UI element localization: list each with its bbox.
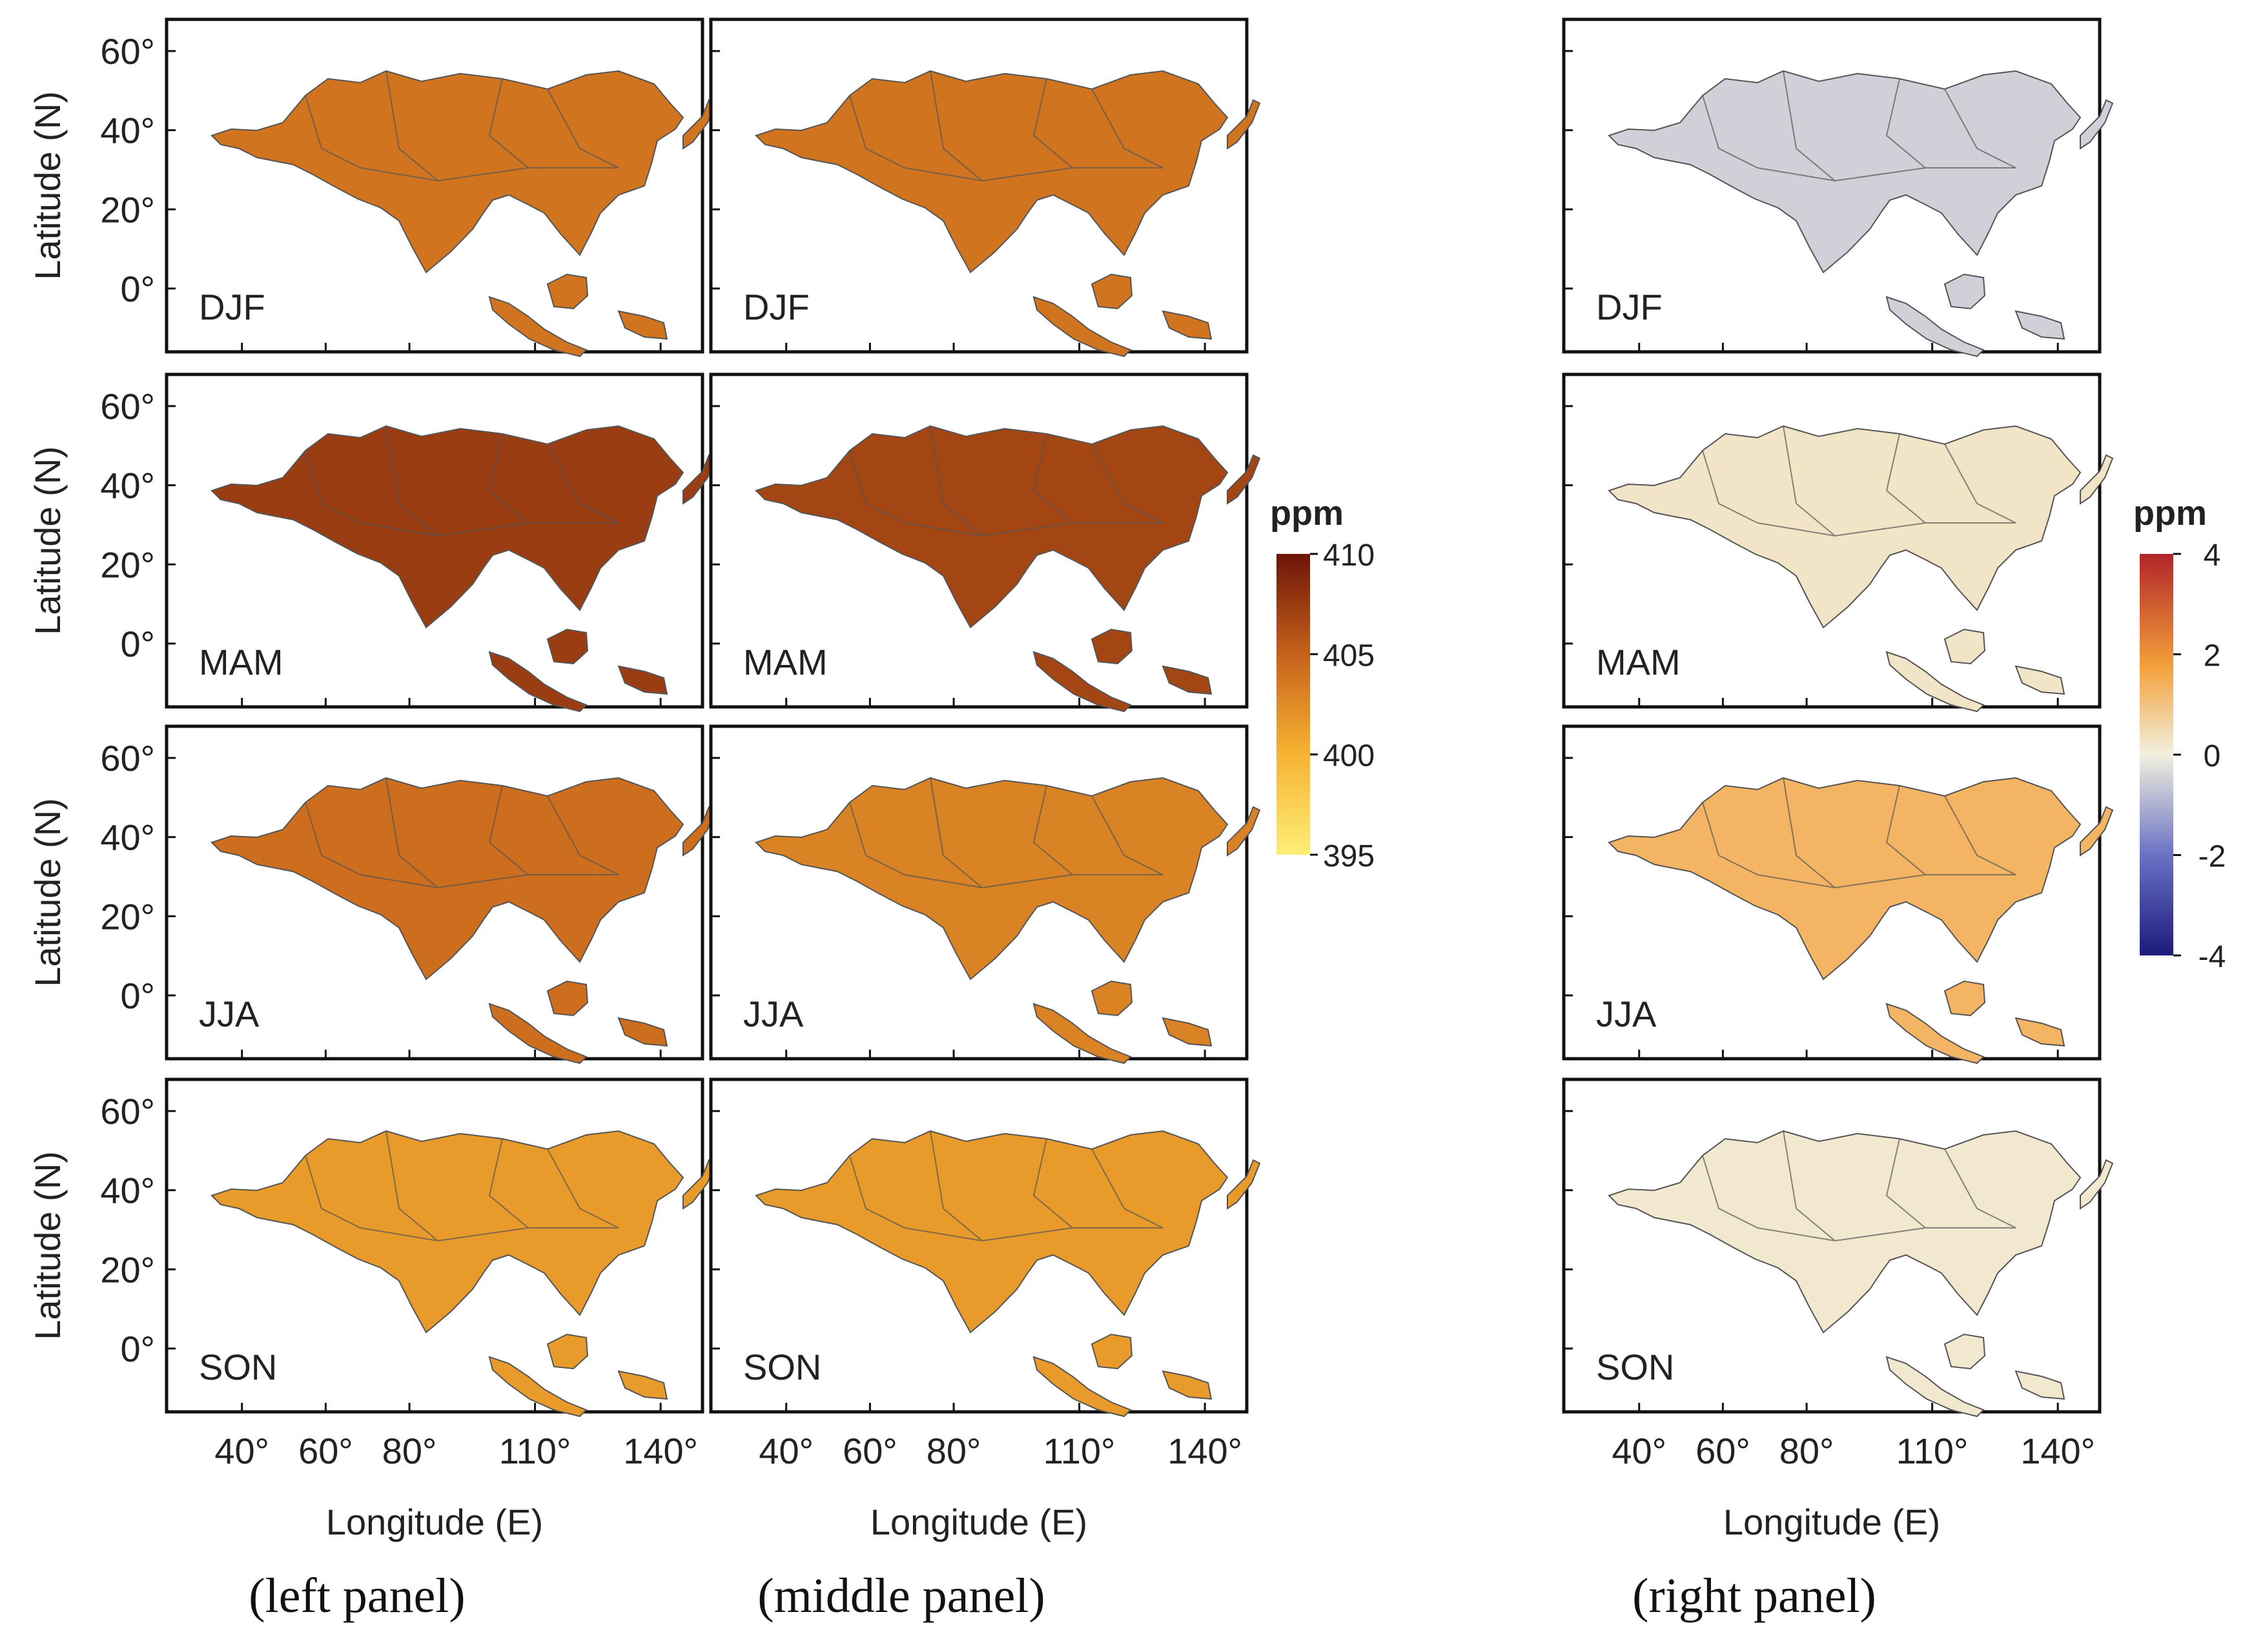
map-middle-djf: DJF: [709, 17, 1260, 357]
panel-right: DJF MAM JJA SON 40° 60° 80° 110° 140° Longitude (…: [1562, 17, 2113, 1623]
country-borders: [849, 1130, 1163, 1242]
x-tick-label: 110°: [499, 1431, 571, 1471]
colorbar-tick-label: -2: [2198, 840, 2226, 874]
colorbar-tick-label: -4: [2198, 940, 2226, 974]
x-tick-label: 140°: [1167, 1431, 1242, 1471]
x-axis-title: Longitude (E): [870, 1502, 1087, 1542]
country-borders: [1702, 777, 2016, 889]
country-borders: [1702, 70, 2016, 182]
y-tick-label: 0°: [120, 975, 155, 1016]
colorbar-gradient: [1276, 554, 1310, 855]
season-label: MAM: [199, 642, 283, 682]
season-label: SON: [743, 1347, 821, 1387]
colorbar-title: ppm: [1270, 494, 1344, 533]
season-label: DJF: [743, 287, 810, 327]
map-left-djf: DJF 60° 40° 20° 0° Latitude (N): [27, 17, 716, 357]
map-right-son: SON: [1562, 1077, 2113, 1417]
colorbar-tick-label: 400: [1323, 739, 1375, 773]
y-axis-title: Latitude (N): [27, 446, 68, 635]
y-tick-label: 0°: [120, 269, 155, 309]
map-right-mam: MAM: [1562, 372, 2113, 712]
map-left-son: SON 60° 40° 20° 0° Latitude (N): [27, 1077, 716, 1417]
country-borders: [849, 777, 1163, 889]
season-label: JJA: [1596, 994, 1657, 1034]
y-tick-label: 20°: [100, 896, 155, 937]
x-tick-label: 40°: [1612, 1431, 1666, 1471]
x-tick-label: 80°: [382, 1431, 437, 1471]
x-tick-label: 40°: [759, 1431, 814, 1471]
y-axis-title: Latitude (N): [27, 798, 68, 987]
x-axis-title: Longitude (E): [1723, 1502, 1940, 1542]
season-label: SON: [1596, 1347, 1674, 1387]
season-label: MAM: [743, 642, 828, 682]
y-tick-label: 40°: [100, 1170, 155, 1211]
y-tick-label: 0°: [120, 1329, 155, 1369]
country-borders: [305, 70, 619, 182]
y-tick-label: 60°: [100, 738, 155, 779]
x-tick-label: 110°: [1896, 1431, 1969, 1471]
country-borders: [305, 1130, 619, 1242]
x-tick-label: 140°: [623, 1431, 698, 1471]
panel-caption: (right panel): [1632, 1569, 1876, 1623]
country-borders: [849, 70, 1163, 182]
y-tick-label: 20°: [100, 189, 155, 230]
x-tick-label: 110°: [1043, 1431, 1116, 1471]
panel-middle: DJF MAM JJA SON 40° 60° 80° 110° 140° Longitude (…: [709, 17, 1260, 1623]
colorbar-diverging: ppm 4 2 0 -2 -4: [2133, 494, 2226, 974]
y-tick-label: 60°: [100, 1091, 155, 1132]
country-borders: [1702, 425, 2016, 537]
map-middle-son: SON: [709, 1077, 1260, 1417]
season-label: JJA: [743, 994, 804, 1034]
season-label: MAM: [1596, 642, 1681, 682]
map-left-mam: MAM 60° 40° 20° 0° Latitude (N): [27, 372, 716, 712]
y-tick-label: 40°: [100, 110, 155, 151]
panel-caption: (middle panel): [757, 1569, 1045, 1623]
country-borders: [305, 425, 619, 537]
y-tick-label: 0°: [120, 624, 155, 664]
country-borders: [305, 777, 619, 889]
x-tick-label: 140°: [2020, 1431, 2095, 1471]
y-tick-label: 20°: [100, 544, 155, 585]
season-label: DJF: [1596, 287, 1663, 327]
x-tick-label: 60°: [1696, 1431, 1750, 1471]
season-label: JJA: [199, 994, 260, 1034]
colorbar-tick-label: 0: [2204, 739, 2221, 773]
map-middle-jja: JJA: [709, 724, 1260, 1064]
x-tick-label: 80°: [927, 1431, 981, 1471]
colorbar-tick-label: 4: [2204, 538, 2221, 573]
map-middle-mam: MAM: [709, 372, 1260, 712]
map-right-djf: DJF: [1562, 17, 2113, 357]
x-tick-label: 60°: [298, 1431, 353, 1471]
x-tick-label: 80°: [1779, 1431, 1834, 1471]
country-borders: [1702, 1130, 2016, 1242]
y-axis-title: Latitude (N): [27, 91, 68, 280]
x-axis-title: Longitude (E): [326, 1502, 543, 1542]
y-tick-label: 60°: [100, 31, 155, 72]
country-borders: [849, 425, 1163, 537]
colorbar-title: ppm: [2133, 494, 2207, 533]
y-tick-label: 40°: [100, 817, 155, 858]
colorbar-tick-label: 2: [2204, 639, 2221, 673]
x-tick-label: 40°: [214, 1431, 269, 1471]
y-tick-label: 20°: [100, 1249, 155, 1290]
season-label: DJF: [199, 287, 265, 327]
panel-caption: (left panel): [249, 1569, 465, 1623]
colorbar-tick-label: 410: [1323, 538, 1375, 573]
panel-left: DJF 60° 40° 20° 0° Latitude (N) MAM 60° 40° 20° 0°…: [27, 17, 716, 1623]
y-tick-label: 40°: [100, 465, 155, 506]
colorbar-sequential: ppm 410 405 400 395: [1270, 494, 1375, 873]
colorbar-tick-label: 395: [1323, 839, 1375, 873]
map-left-jja: JJA 60° 40° 20° 0° Latitude (N): [27, 724, 716, 1064]
map-right-jja: JJA: [1562, 724, 2113, 1064]
season-label: SON: [199, 1347, 277, 1387]
y-axis-title: Latitude (N): [27, 1151, 68, 1340]
y-tick-label: 60°: [100, 386, 155, 427]
colorbar-gradient: [2140, 554, 2173, 955]
x-tick-label: 60°: [843, 1431, 897, 1471]
colorbar-tick-label: 405: [1323, 638, 1375, 673]
